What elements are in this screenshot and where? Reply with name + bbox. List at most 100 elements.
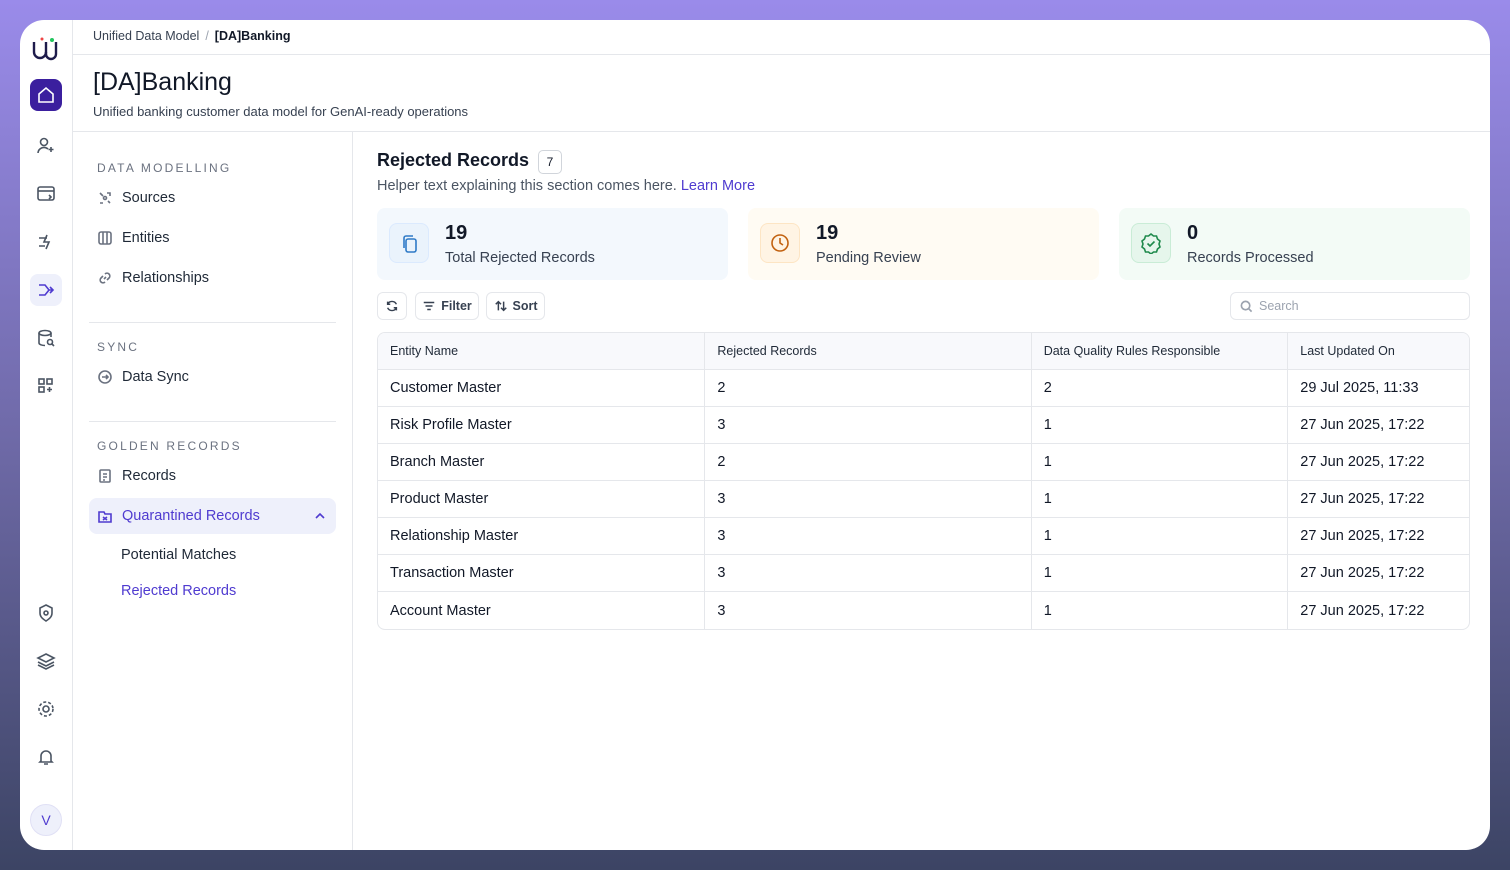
breadcrumb-separator: / [205, 29, 209, 43]
divider [73, 131, 1490, 132]
table-body: Customer Master 2 2 29 Jul 2025, 11:33 Risk … [378, 370, 1469, 629]
stat-label: Total Rejected Records [445, 250, 595, 266]
table-cell: 3 [705, 481, 1032, 518]
stat-label: Records Processed [1187, 250, 1314, 266]
sort-label: Sort [512, 299, 538, 313]
stat-card: 19 Total Rejected Records [377, 208, 728, 280]
nav-item[interactable]: Entities [89, 220, 336, 256]
table-cell: 27 Jun 2025, 17:22 [1288, 555, 1469, 592]
table-cell: 27 Jun 2025, 17:22 [1288, 407, 1469, 444]
table-cell: 27 Jun 2025, 17:22 [1288, 518, 1469, 555]
stat-card: 0 Records Processed [1119, 208, 1470, 280]
column-header: Data Quality Rules Responsible [1031, 333, 1289, 370]
app-panel: V Unified Data Model / [DA]Banking [DA]Ban… [20, 20, 1490, 850]
nav-label: Entities [122, 230, 170, 246]
table-cell: 3 [705, 555, 1032, 592]
filter-button[interactable]: Filter [415, 292, 479, 320]
nav-item[interactable]: Quarantined Records [89, 498, 336, 534]
nav-users[interactable] [30, 130, 62, 162]
stat-value: 19 [445, 222, 468, 244]
table-cell: Product Master [378, 481, 706, 518]
table-cell: Account Master [378, 592, 706, 629]
table-row[interactable]: Transaction Master 3 1 27 Jun 2025, 17:22 [378, 555, 1469, 592]
section-heading: GOLDEN RECORDS [97, 439, 242, 453]
breadcrumb: Unified Data Model / [DA]Banking [93, 29, 291, 43]
page-title: [DA]Banking [93, 68, 232, 96]
nav-settings[interactable] [30, 693, 62, 725]
column-header: Last Updated On [1288, 333, 1469, 370]
table-row[interactable]: Branch Master 2 1 27 Jun 2025, 17:22 [378, 444, 1469, 481]
divider [89, 421, 336, 422]
chevron [315, 512, 325, 519]
nav-layers[interactable] [30, 645, 62, 677]
table-cell: Customer Master [378, 370, 706, 407]
section-count: 7 [538, 150, 562, 174]
nav-item[interactable]: Sources [89, 180, 336, 216]
filter-label: Filter [441, 299, 472, 313]
stat-card: 19 Pending Review [748, 208, 1099, 280]
nav-subitem[interactable]: Rejected Records [121, 583, 237, 599]
table-cell: Transaction Master [378, 555, 706, 592]
stat-icon [389, 223, 429, 263]
nav-label: Quarantined Records [122, 508, 260, 524]
nav-label: Relationships [122, 270, 210, 286]
section-heading: SYNC [97, 340, 140, 354]
table-row[interactable]: Relationship Master 3 1 27 Jun 2025, 17:22 [378, 518, 1469, 555]
table-row[interactable]: Product Master 3 1 27 Jun 2025, 17:22 [378, 481, 1469, 518]
nav-database[interactable] [30, 322, 62, 354]
nav-home[interactable] [30, 79, 62, 111]
table-cell: 2 [1031, 370, 1289, 407]
table-cell: 1 [1031, 518, 1289, 555]
table-cell: 2 [705, 444, 1032, 481]
table-row[interactable]: Account Master 3 1 27 Jun 2025, 17:22 [378, 592, 1469, 629]
table-cell: 1 [1032, 592, 1289, 629]
nav-label: Data Sync [122, 369, 189, 385]
table-cell: 2 [705, 370, 1032, 407]
search-input[interactable]: Search [1230, 292, 1470, 320]
column-header: Entity Name [378, 333, 706, 370]
column-header: Rejected Records [705, 333, 1032, 370]
table-row[interactable]: Customer Master 2 2 29 Jul 2025, 11:33 [378, 370, 1469, 407]
nav-item[interactable]: Data Sync [89, 359, 336, 395]
table-cell: 1 [1031, 481, 1289, 518]
nav-flow[interactable] [30, 226, 62, 258]
table-cell: Branch Master [378, 444, 706, 481]
breadcrumb-link[interactable]: Unified Data Model [93, 29, 200, 43]
nav-subitem[interactable]: Potential Matches [121, 547, 237, 563]
table-cell: 3 [705, 592, 1032, 629]
nav-item[interactable]: Relationships [89, 260, 336, 296]
stat-icon [760, 223, 800, 263]
stat-value: 19 [816, 222, 839, 244]
table-cell: 27 Jun 2025, 17:22 [1300, 602, 1425, 619]
nav-label: Records [122, 468, 176, 484]
nav-security[interactable] [30, 597, 62, 629]
records-table: Entity Name Rejected Records Data Quality … [377, 332, 1470, 630]
nav-item[interactable]: Records [89, 458, 336, 494]
divider [73, 54, 1490, 55]
logo [32, 37, 58, 61]
table-cell: 3 [705, 518, 1032, 555]
section-heading: DATA MODELLING [97, 161, 232, 175]
table-cell: 1 [1031, 444, 1289, 481]
section-title: Rejected Records [377, 150, 530, 170]
sort-button[interactable]: Sort [486, 292, 545, 320]
user-avatar[interactable]: V [30, 804, 62, 836]
nav-data-model[interactable] [30, 274, 62, 306]
nav-widgets[interactable] [30, 370, 62, 402]
table-row[interactable]: Risk Profile Master 3 1 27 Jun 2025, 17:22 [378, 407, 1469, 444]
nav-apps[interactable] [30, 178, 62, 210]
helper-text: Helper text explaining this section come… [377, 178, 755, 194]
nav-label: Sources [122, 190, 176, 206]
nav-notifications[interactable] [30, 741, 62, 773]
divider [89, 322, 336, 323]
search-placeholder: Search [1259, 299, 1299, 313]
stat-icon [1131, 223, 1171, 263]
sidebar: DATA MODELLING Sources Entities Relationshi… [73, 132, 353, 850]
refresh-button[interactable] [377, 292, 407, 320]
table-cell: 1 [1031, 555, 1289, 592]
table-header: Entity Name Rejected Records Data Quality … [378, 333, 1469, 370]
table-cell: Risk Profile Master [378, 407, 706, 444]
learn-more-link[interactable]: Learn More [680, 178, 756, 194]
